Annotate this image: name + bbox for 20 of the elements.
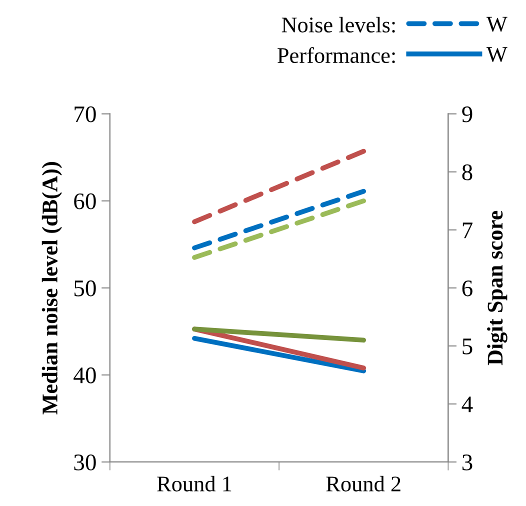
y2-tick-label: 7	[462, 222, 472, 238]
y2-axis-title: Digit Span score	[487, 210, 508, 366]
x-tick-label: Round 1	[157, 476, 232, 492]
x-tick-label: Round 2	[326, 476, 400, 492]
y-tick-label: 50	[74, 280, 96, 296]
text: Performance:	[278, 47, 395, 64]
y-axis-title: Median noise level (dB(A))	[42, 162, 62, 414]
text: Noise levels:	[282, 16, 395, 33]
y2-tick-label: 9	[462, 106, 472, 122]
y2-tick-label: 3	[462, 454, 472, 470]
legend-label: W	[486, 47, 508, 62]
y-tick-label: 40	[74, 367, 96, 384]
y-tick-label: 70	[74, 106, 96, 122]
y-tick-label: 60	[74, 193, 96, 210]
y2-tick-label: 5	[462, 338, 472, 354]
y2-tick-label: 6	[462, 280, 472, 296]
legend-label: W	[486, 16, 508, 32]
y2-tick-label: 4	[462, 396, 473, 412]
y2-tick-label: 8	[462, 164, 472, 180]
y-tick-label: 30	[74, 454, 96, 470]
